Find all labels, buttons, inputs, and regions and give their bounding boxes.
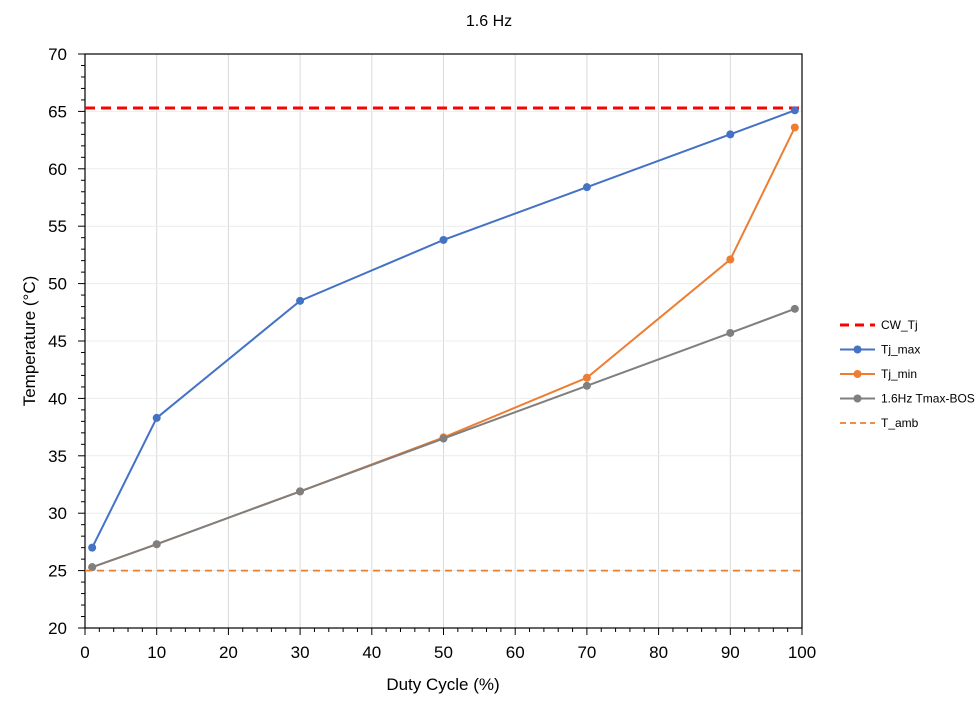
y-tick-label: 55 (48, 217, 67, 236)
legend-label-1-6hz-tmax-bos: 1.6Hz Tmax-BOS (881, 392, 975, 406)
y-tick-label: 70 (48, 45, 67, 64)
plot-area-border (84, 53, 803, 629)
x-axis-label: Duty Cycle (%) (386, 675, 499, 694)
data-point-tj-max (88, 543, 97, 552)
legend-label-tj-max: Tj_max (881, 343, 920, 357)
data-point-tj-max (439, 235, 448, 244)
x-tick-label: 0 (80, 643, 89, 662)
data-point-tj-max (726, 130, 735, 139)
x-tick-label: 30 (291, 643, 310, 662)
y-tick-label: 50 (48, 275, 67, 294)
x-tick-label: 20 (219, 643, 238, 662)
data-point-tj-max (790, 106, 799, 115)
data-point-tj-min (726, 255, 735, 264)
legend-marker-tj-max (853, 345, 862, 354)
chart-title: 1.6 Hz (466, 13, 512, 30)
x-tick-label: 60 (506, 643, 525, 662)
data-point-1-6hz-tmax-bos (726, 328, 735, 337)
y-tick-label: 25 (48, 562, 67, 581)
y-tick-label: 30 (48, 504, 67, 523)
y-tick-label: 65 (48, 102, 67, 121)
data-point-1-6hz-tmax-bos (790, 304, 799, 313)
legend-marker-1-6hz-tmax-bos (853, 394, 862, 403)
data-point-tj-max (152, 413, 161, 422)
data-point-tj-max (582, 183, 591, 192)
x-tick-label: 40 (362, 643, 381, 662)
data-point-tj-min (582, 373, 591, 382)
y-tick-label: 20 (48, 619, 67, 638)
x-tick-label: 10 (147, 643, 166, 662)
data-point-1-6hz-tmax-bos (152, 540, 161, 549)
legend-label-t-amb: T_amb (881, 416, 919, 430)
data-point-tj-max (296, 296, 305, 305)
data-point-1-6hz-tmax-bos (582, 381, 591, 390)
legend-marker-tj-min (853, 370, 862, 378)
x-tick-label: 50 (434, 643, 453, 662)
legend-label-tj-min: Tj_min (881, 367, 917, 381)
y-tick-label: 35 (48, 447, 67, 466)
data-point-1-6hz-tmax-bos (439, 434, 448, 443)
x-tick-label: 100 (788, 643, 816, 662)
data-point-1-6hz-tmax-bos (88, 563, 97, 572)
y-axis-label: Temperature (°C) (20, 276, 39, 407)
y-tick-label: 40 (48, 389, 67, 408)
x-tick-label: 80 (649, 643, 668, 662)
legend-label-cw-tj: CW_Tj (881, 318, 918, 332)
x-tick-label: 70 (577, 643, 596, 662)
y-tick-label: 60 (48, 160, 67, 179)
data-point-tj-min (790, 123, 799, 132)
y-tick-label: 45 (48, 332, 67, 351)
data-point-1-6hz-tmax-bos (296, 487, 305, 496)
x-tick-label: 90 (721, 643, 740, 662)
